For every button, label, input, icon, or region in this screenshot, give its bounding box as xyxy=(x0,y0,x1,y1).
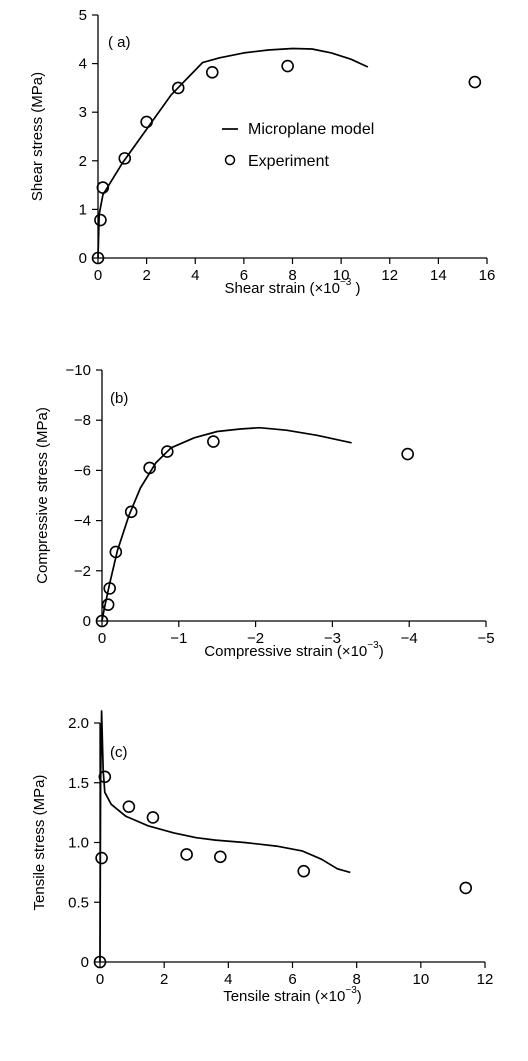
x-tick-label: 0 xyxy=(96,971,104,988)
x-tick-label: 12 xyxy=(477,971,494,988)
experiment-point xyxy=(207,435,220,448)
experiment-point xyxy=(143,461,156,475)
x-tick-label: −4 xyxy=(401,630,418,647)
y-tick-label: −10 xyxy=(66,362,91,379)
legend-label-model: Microplane model xyxy=(248,121,374,138)
y-tick-label: 5 xyxy=(79,7,87,24)
x-axis-label-exponent: −3 xyxy=(340,277,352,288)
panel-label: (b) xyxy=(110,390,128,407)
y-tick-label: −8 xyxy=(74,412,91,429)
y-tick-label: −2 xyxy=(74,563,91,580)
x-tick-label: −3 xyxy=(324,630,341,647)
experiment-point xyxy=(96,181,110,194)
experiment-point xyxy=(103,582,116,595)
x-tick-label: −1 xyxy=(170,630,187,647)
x-tick-label: 16 xyxy=(479,267,496,284)
experiment-point xyxy=(146,811,160,824)
experiment-point xyxy=(95,851,108,865)
x-axis-label-exponent: −3 xyxy=(345,985,357,996)
y-axis-label: Compressive stress (MPa) xyxy=(34,407,51,584)
panel-label: ( a) xyxy=(108,34,131,51)
chart-panel-c: 0 2 4 6 8 10 12 0 0.5 1.0 1.5 2.0 (c) Tensile strain … xyxy=(31,710,494,1005)
x-tick-label: 0 xyxy=(94,267,102,284)
y-axis-label: Shear stress (MPa) xyxy=(29,72,46,201)
x-tick-label: 12 xyxy=(381,267,398,284)
x-axis-label: Tensile strain (×10−3) xyxy=(223,985,362,1005)
x-tick-label: 14 xyxy=(430,267,447,284)
x-axis-label: Compressive strain (×10−3) xyxy=(204,640,383,660)
y-tick-label: 0.5 xyxy=(68,894,89,911)
x-axis-label-suffix: ) xyxy=(357,988,362,1005)
experiment-point xyxy=(94,213,107,227)
x-tick-label: 6 xyxy=(288,971,296,988)
x-axis-label-text: Compressive strain (×10 xyxy=(204,643,367,660)
panel-label: (c) xyxy=(110,744,128,761)
x-tick-label: −2 xyxy=(247,630,264,647)
experiment-point xyxy=(95,614,109,628)
experiment-point xyxy=(93,955,107,969)
x-axis-label-suffix: ) xyxy=(351,280,360,297)
y-tick-label: 3 xyxy=(79,104,87,121)
y-axis-label: Tensile stress (MPa) xyxy=(31,775,48,911)
x-tick-label: 2 xyxy=(142,267,150,284)
x-tick-label: 8 xyxy=(352,971,360,988)
model-curve-line xyxy=(101,426,352,622)
x-tick-label: 0 xyxy=(98,630,106,647)
x-tick-label: −5 xyxy=(477,630,494,647)
x-tick-label: 10 xyxy=(333,267,350,284)
model-curve-line xyxy=(97,47,369,259)
x-tick-label: 2 xyxy=(160,971,168,988)
y-tick-label: 0 xyxy=(81,954,89,971)
x-tick-label: 6 xyxy=(240,267,248,284)
experiment-point xyxy=(91,251,105,265)
y-tick-label: 0 xyxy=(79,250,87,267)
y-tick-label: −4 xyxy=(74,513,91,530)
experiment-point xyxy=(180,848,193,861)
experiment-point xyxy=(101,598,115,611)
x-tick-label: 4 xyxy=(191,267,199,284)
experiment-point xyxy=(171,81,185,95)
y-tick-label: 2.0 xyxy=(68,715,89,732)
y-tick-label: 0 xyxy=(83,613,91,630)
x-axis-label-exponent: −3 xyxy=(367,640,379,651)
experiment-point xyxy=(401,447,414,461)
x-tick-label: 4 xyxy=(224,971,232,988)
experiment-point xyxy=(468,75,482,89)
experiment-point xyxy=(98,770,112,784)
y-tick-label: 1.5 xyxy=(68,775,89,792)
y-tick-label: 4 xyxy=(79,56,87,73)
y-tick-label: 1.0 xyxy=(68,835,89,852)
x-tick-label: 10 xyxy=(412,971,429,988)
experiment-point xyxy=(160,445,174,458)
legend-marker-swatch xyxy=(224,154,236,166)
y-tick-label: 1 xyxy=(79,201,87,218)
y-tick-label: −6 xyxy=(74,462,91,479)
chart-panel-b: 0 −1 −2 −3 −4 −5 0 −2 −4 −6 −8 −10 (b) Compressive st… xyxy=(34,362,495,660)
experiment-point xyxy=(109,545,123,559)
experiment-point xyxy=(124,505,138,519)
experiment-point xyxy=(118,152,132,165)
experiment-point xyxy=(122,800,136,813)
legend-label-experiment: Experiment xyxy=(248,153,329,170)
x-tick-label: 8 xyxy=(288,267,296,284)
legend: Microplane model Experiment xyxy=(222,121,374,170)
x-axis-label: Shear strain (×10−3 ) xyxy=(224,277,360,297)
y-tick-label: 2 xyxy=(79,153,87,170)
x-axis-label-suffix: ) xyxy=(379,643,384,660)
experiment-point xyxy=(297,864,311,878)
experiment-point xyxy=(214,850,227,864)
experiment-point xyxy=(459,881,473,895)
experiment-point xyxy=(281,59,294,73)
experiment-point xyxy=(140,115,153,129)
model-curve-line xyxy=(99,710,351,963)
x-axis-label-text: Shear strain (×10 xyxy=(224,280,339,297)
x-axis-label-text: Tensile strain (×10 xyxy=(223,988,345,1005)
experiment-point xyxy=(205,66,219,79)
